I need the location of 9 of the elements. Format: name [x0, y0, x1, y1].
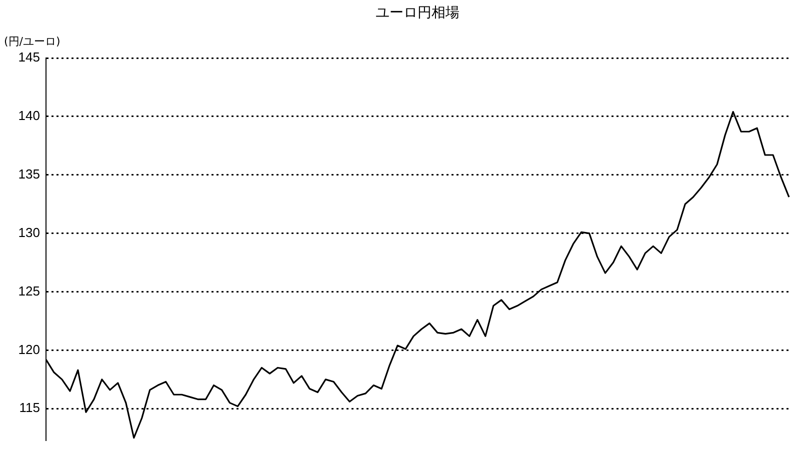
chart-title: ユーロ円相場 — [376, 4, 460, 20]
y-axis-title: (円/ユーロ) — [4, 34, 60, 48]
y-tick-label: 125 — [18, 283, 40, 298]
y-tick-label: 130 — [18, 224, 40, 240]
y-tick-label: 145 — [18, 50, 40, 65]
y-tick-label: 120 — [18, 342, 40, 357]
y-tick-label: 140 — [18, 108, 40, 124]
y-tick-label: 115 — [19, 400, 40, 416]
y-tick-label: 135 — [18, 166, 40, 182]
